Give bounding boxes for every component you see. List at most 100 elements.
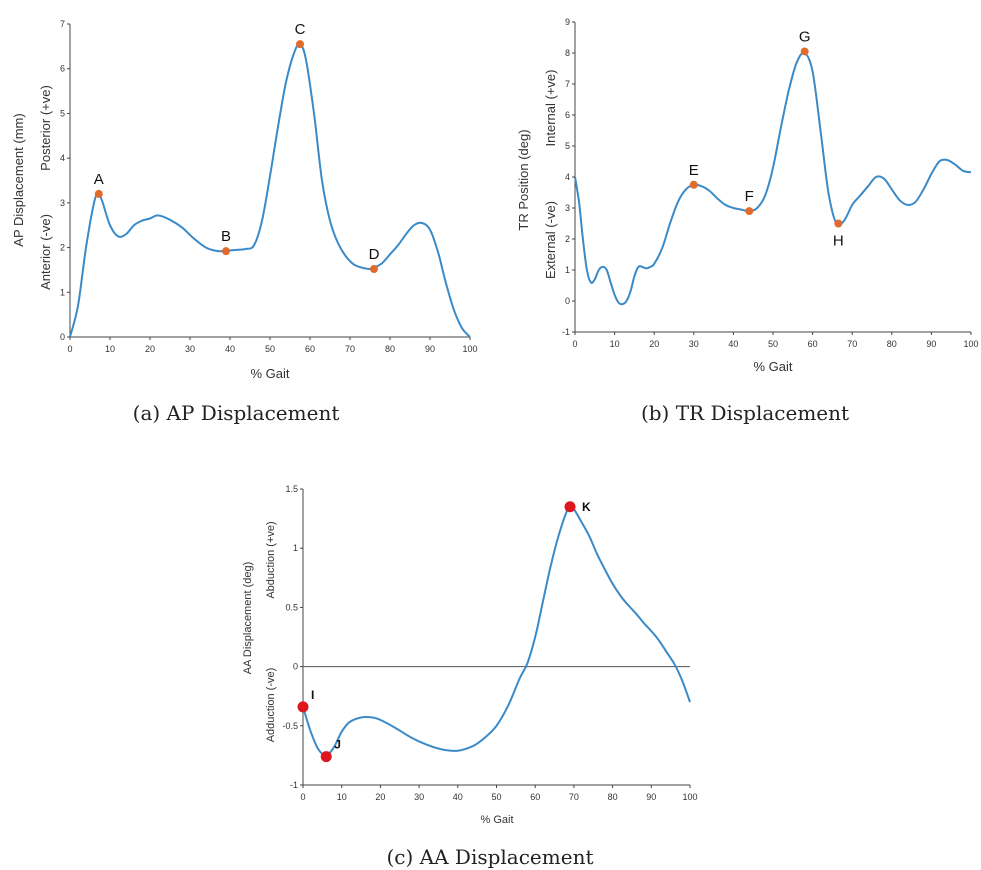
tr-x-tick-label: 30 <box>689 339 699 349</box>
ap-point-a-marker <box>94 189 103 198</box>
tr-y-axis-label-positive: Internal (+ve) <box>543 70 558 147</box>
tr-y-tick-label: 4 <box>565 172 570 182</box>
tr-x-tick-label: 40 <box>728 339 738 349</box>
ap-series-line <box>69 42 471 338</box>
tr-point-e-label: E <box>689 162 699 179</box>
tr-y-tick-label: 3 <box>565 203 570 213</box>
aa-x-tick-label: 30 <box>414 792 424 802</box>
aa-x-tick-label: 50 <box>491 792 501 802</box>
aa-point-k-label: K <box>582 500 591 514</box>
aa-x-tick-label: 70 <box>569 792 579 802</box>
tr-y-tick-label: 1 <box>565 265 570 275</box>
tr-point-h-label: H <box>833 233 844 250</box>
aa-y-axis-label-positive: Abduction (+ve) <box>265 521 277 598</box>
tr-y-tick-label: 6 <box>565 110 570 120</box>
ap-y-tick-label: 1 <box>60 287 65 297</box>
aa-caption: (c) AA Displacement <box>387 845 594 869</box>
aa-y-axis-label-negative: Adduction (-ve) <box>265 668 277 743</box>
aa-x-tick-label: 0 <box>300 792 305 802</box>
ap-y-tick-label: 0 <box>60 332 65 342</box>
ap-y-tick-label: 7 <box>60 19 65 29</box>
aa-axes-frame <box>302 489 690 786</box>
ap-x-tick-label: 20 <box>145 344 155 354</box>
aa-y-tick-label: 1 <box>293 543 298 553</box>
ap-point-a-label: A <box>94 171 104 188</box>
ap-x-tick-label: 10 <box>105 344 115 354</box>
ap-x-tick-label: 60 <box>305 344 315 354</box>
tr-series-line <box>574 51 972 306</box>
tr-y-tick-label: -1 <box>562 327 570 337</box>
ap-y-axis-label-negative: Anterior (-ve) <box>38 214 53 290</box>
ap-point-c-label: C <box>295 21 306 38</box>
aa-y-tick-label: 0.5 <box>285 602 298 612</box>
ap-y-tick-label: 4 <box>60 153 65 163</box>
aa-y-tick-label: -1 <box>290 780 298 790</box>
aa-x-tick-label: 60 <box>530 792 540 802</box>
aa-x-tick-label: 10 <box>337 792 347 802</box>
ap-y-axis-label-positive: Posterior (+ve) <box>38 85 53 171</box>
ap-y-tick-label: 2 <box>60 243 65 253</box>
tr-x-tick-label: 50 <box>768 339 778 349</box>
ap-point-c-marker <box>296 40 304 49</box>
aa-point-j-label: J <box>334 738 341 752</box>
aa-x-axis-label: % Gait <box>480 814 513 826</box>
aa-x-tick-label: 40 <box>453 792 463 802</box>
ap-x-tick-label: 80 <box>385 344 395 354</box>
aa-x-tick-label: 80 <box>608 792 618 802</box>
tr-axes-frame <box>574 22 971 333</box>
panel-ap-displacement: 0 10 20 30 40 50 60 70 80 90 100 0 1 2 3 4 5 6 7 A B C D % Ga… <box>11 19 478 425</box>
ap-x-tick-label: 0 <box>67 344 72 354</box>
aa-y-tick-label: 1.5 <box>285 484 298 494</box>
tr-y-tick-label: 5 <box>565 141 570 151</box>
aa-y-tick-label: -0.5 <box>282 721 298 731</box>
ap-y-tick-label: 5 <box>60 108 65 118</box>
tr-y-tick-label: 7 <box>565 79 570 89</box>
tr-x-tick-label: 60 <box>808 339 818 349</box>
ap-caption: (a) AP Displacement <box>133 401 340 425</box>
tr-y-tick-label: 9 <box>565 17 570 27</box>
tr-x-tick-label: 70 <box>847 339 857 349</box>
ap-point-d-marker <box>370 265 378 274</box>
tr-x-tick-label: 0 <box>572 339 577 349</box>
tr-point-g-label: G <box>799 28 811 45</box>
ap-x-tick-label: 100 <box>462 344 477 354</box>
aa-point-i-label: I <box>311 688 314 702</box>
ap-x-tick-label: 30 <box>185 344 195 354</box>
ap-y-axis-label: AP Displacement (mm) <box>11 113 26 246</box>
tr-y-axis-label: TR Position (deg) <box>516 129 531 230</box>
ap-point-b-label: B <box>221 228 231 245</box>
tr-point-f-marker <box>745 207 754 216</box>
ap-x-tick-label: 40 <box>225 344 235 354</box>
tr-y-axis-label-negative: External (-ve) <box>543 201 558 279</box>
tr-point-f-label: F <box>745 188 754 205</box>
tr-point-h-marker <box>834 219 843 228</box>
aa-y-axis-label: AA Displacement (deg) <box>242 562 254 675</box>
tr-x-tick-label: 20 <box>649 339 659 349</box>
aa-x-tick-label: 20 <box>375 792 385 802</box>
ap-y-tick-label: 6 <box>60 64 65 74</box>
aa-point-j-marker <box>320 751 332 763</box>
panel-aa-displacement: 0 10 20 30 40 50 60 70 80 90 100 -1 -0.5 0 0.5 1 1.5 I J K… <box>242 484 698 869</box>
ap-x-axis-label: % Gait <box>250 366 289 381</box>
tr-x-tick-label: 80 <box>887 339 897 349</box>
aa-point-k-marker <box>564 501 576 513</box>
ap-y-tick-label: 3 <box>60 198 65 208</box>
ap-x-tick-label: 90 <box>425 344 435 354</box>
tr-caption: (b) TR Displacement <box>641 401 849 425</box>
tr-point-e-marker <box>689 180 698 189</box>
aa-x-tick-label: 100 <box>682 792 697 802</box>
tr-y-tick-label: 2 <box>565 234 570 244</box>
tr-x-tick-label: 10 <box>610 339 620 349</box>
ap-x-tick-label: 50 <box>265 344 275 354</box>
aa-series-line <box>302 505 691 757</box>
tr-y-tick-label: 0 <box>565 296 570 306</box>
tr-y-tick-label: 8 <box>565 48 570 58</box>
aa-point-i-marker <box>297 701 309 713</box>
aa-y-tick-label: 0 <box>293 662 298 672</box>
ap-point-b-marker <box>222 247 230 256</box>
tr-x-axis-label: % Gait <box>753 359 792 374</box>
ap-x-tick-label: 70 <box>345 344 355 354</box>
tr-point-g-marker <box>800 47 809 56</box>
